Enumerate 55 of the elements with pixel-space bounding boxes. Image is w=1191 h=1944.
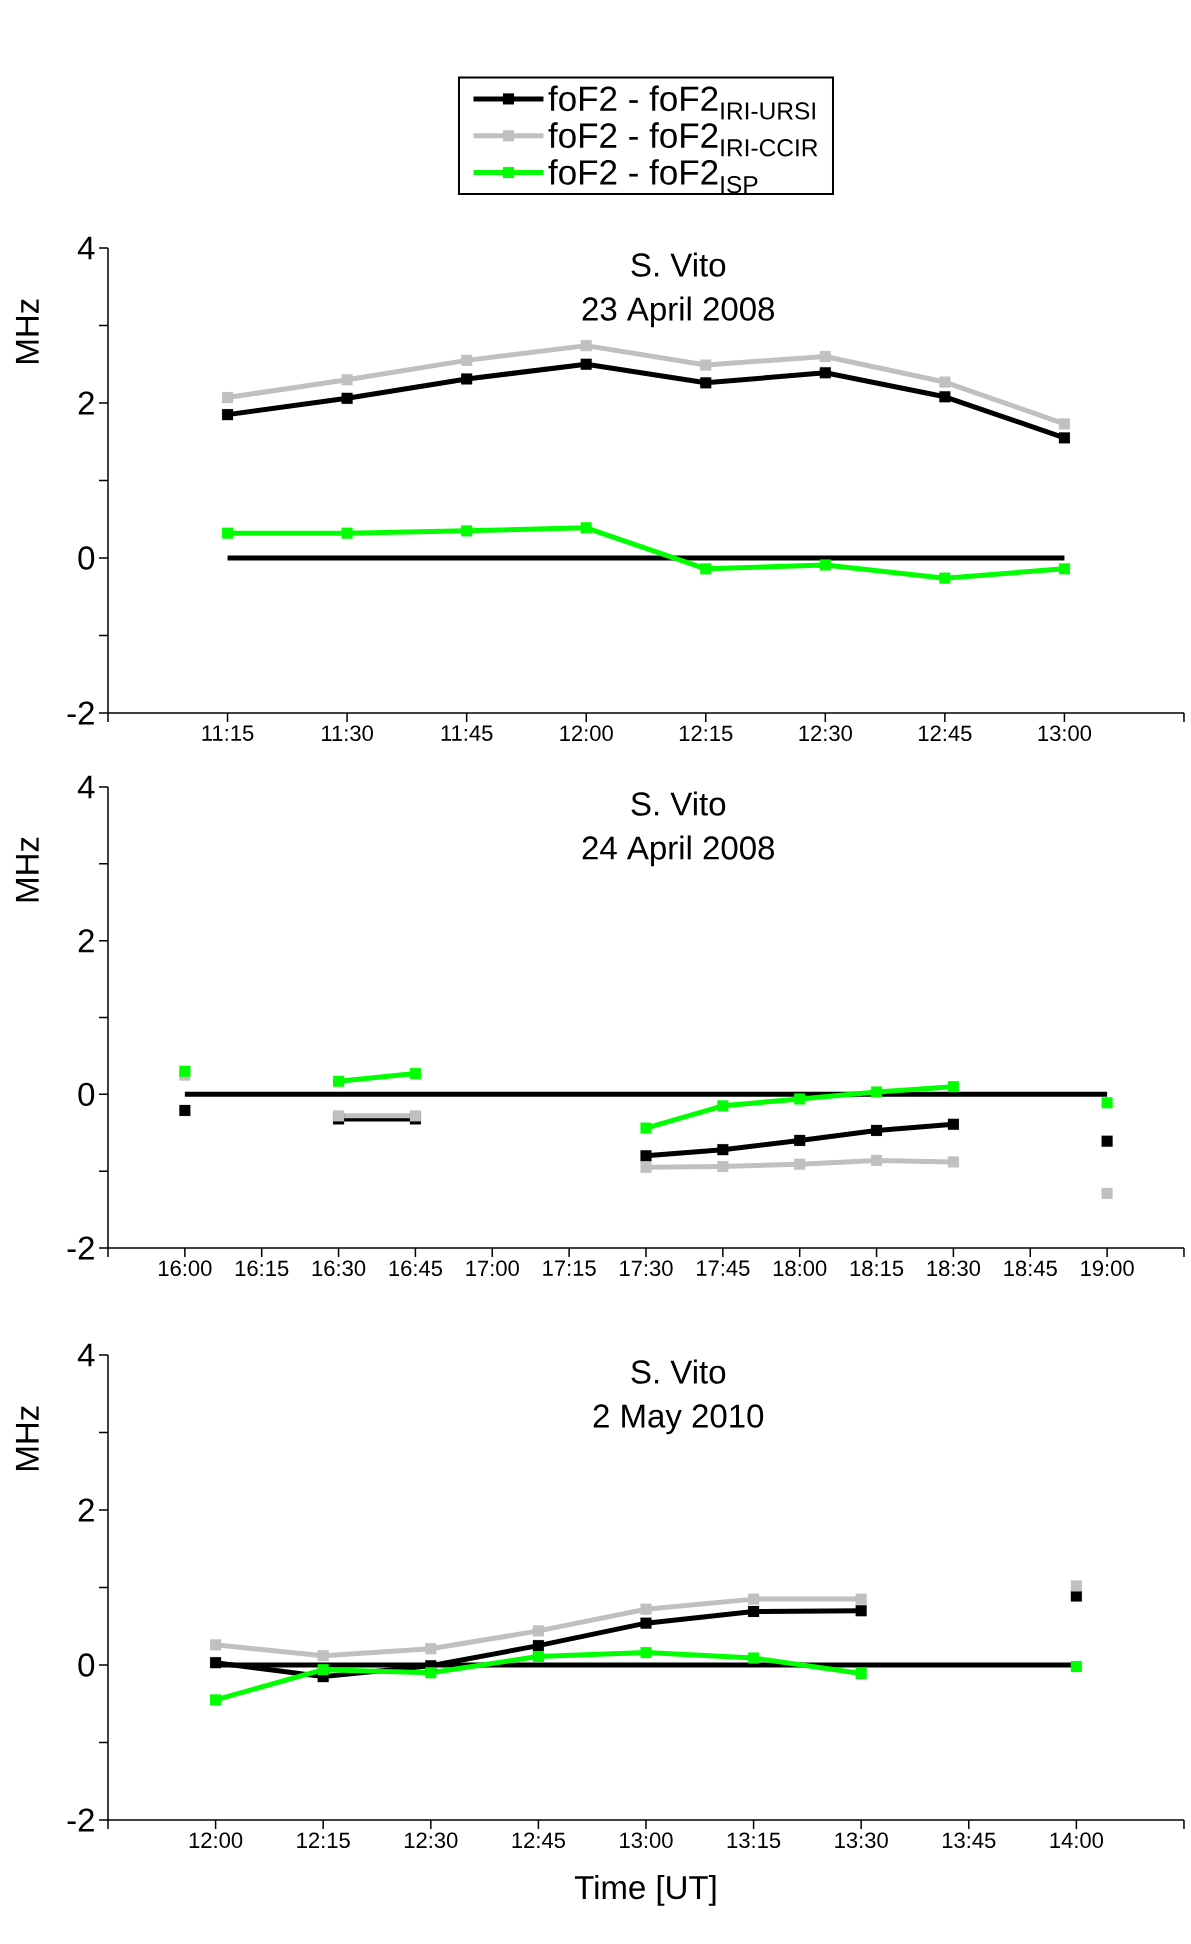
y-axis-title: MHz: [15, 837, 39, 902]
x-tick-label: 12:45: [512, 1832, 565, 1849]
legend-label: foF2 - foF2$_{ISP}$: [548, 159, 758, 194]
x-tick-label: 18:00: [773, 1260, 827, 1277]
x-tick-label: 13:15: [727, 1832, 781, 1849]
x-tick-label: 12:15: [679, 725, 733, 742]
y-tick-label: 4: [77, 236, 95, 260]
text: 24 April 2008: [582, 835, 774, 867]
y-tick-label: 2: [78, 1498, 94, 1522]
x-tick-label: 17:30: [620, 1260, 673, 1277]
chart-title: S. Vito: [631, 1359, 726, 1384]
x-tick-label: 16:30: [312, 1260, 366, 1277]
x-tick-label: 12:30: [404, 1832, 458, 1849]
x-tick-label: 18:30: [927, 1260, 981, 1277]
chart-title: S. Vito: [631, 791, 726, 816]
x-tick-label: 17:00: [466, 1260, 519, 1277]
y-tick-label: -2: [67, 1236, 94, 1260]
x-axis-title: Time [UT]: [574, 1874, 716, 1906]
x-tick-label: 12:45: [919, 725, 972, 742]
y-axis-title: MHz: [15, 1406, 39, 1470]
x-tick-label: 16:00: [159, 1260, 212, 1277]
x-tick-label: 12:30: [799, 725, 852, 742]
y-tick-label: 0: [78, 1653, 95, 1677]
y-tick-label: 2: [78, 391, 94, 415]
x-tick-label: 11:15: [202, 725, 254, 741]
x-tick-label: 18:45: [1004, 1260, 1057, 1277]
y-axis-title: MHz: [15, 299, 39, 363]
y-tick-label: 0: [78, 1082, 95, 1107]
x-tick-label: 11:30: [322, 725, 373, 742]
y-tick-label: 0: [78, 546, 95, 570]
x-tick-label: 12:00: [189, 1832, 243, 1849]
y-tick-label: -2: [67, 701, 94, 725]
x-tick-label: 16:45: [389, 1260, 443, 1277]
x-tick-label: 12:00: [560, 725, 613, 742]
x-tick-label: 13:45: [942, 1832, 996, 1849]
x-tick-label: 16:15: [235, 1260, 289, 1277]
x-tick-label: 14:00: [1050, 1832, 1104, 1849]
text: 2 May 2010: [593, 1404, 764, 1435]
x-tick-label: 19:00: [1081, 1260, 1134, 1277]
x-tick-label: 17:15: [543, 1260, 596, 1276]
x-tick-label: 13:00: [620, 1832, 673, 1849]
y-tick-label: -2: [67, 1808, 94, 1832]
x-tick-label: 13:00: [1038, 725, 1092, 742]
y-tick-label: 2: [78, 929, 94, 953]
text: 23 April 2008: [582, 296, 774, 328]
legend-label: foF2 - foF2$_{IRI-URSI}$: [548, 85, 815, 120]
y-tick-label: 4: [77, 1343, 95, 1367]
legend-label: foF2 - foF2$_{IRI-CCIR}$: [548, 122, 818, 157]
x-tick-label: 17:45: [696, 1260, 750, 1276]
x-tick-label: 11:45: [441, 725, 493, 741]
chart-title: S. Vito: [631, 252, 726, 277]
y-tick-label: 4: [77, 775, 95, 799]
x-tick-label: 13:30: [835, 1832, 888, 1849]
x-tick-label: 18:15: [850, 1260, 904, 1277]
x-tick-label: 12:15: [297, 1832, 350, 1849]
